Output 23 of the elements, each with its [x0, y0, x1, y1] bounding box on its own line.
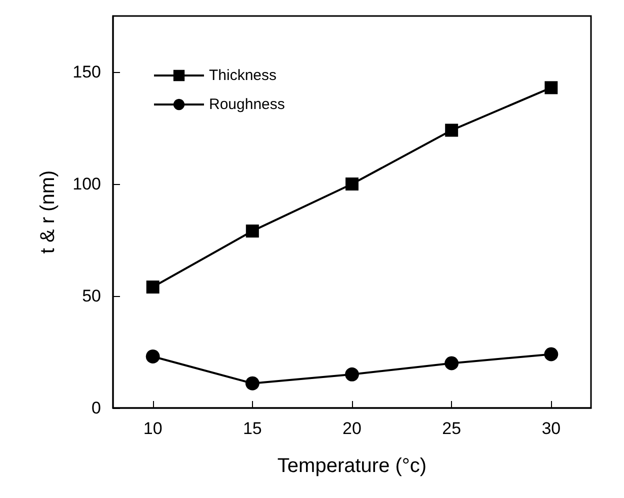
- y-axis-title: t & r (nm): [37, 170, 59, 254]
- point: [146, 280, 160, 294]
- legend-label: Thickness: [209, 67, 277, 84]
- point: [146, 349, 160, 364]
- point: [246, 224, 259, 238]
- point: [346, 178, 358, 190]
- point: [445, 124, 458, 137]
- x-tick-label: 15: [242, 419, 262, 438]
- y-tick-label: 100: [72, 174, 101, 194]
- x-tick-label: 30: [542, 419, 561, 438]
- point: [544, 347, 558, 362]
- point: [444, 356, 459, 370]
- point: [245, 376, 260, 390]
- point: [345, 367, 359, 382]
- x-tick-label: 25: [442, 419, 462, 438]
- point: [544, 81, 558, 94]
- legend-label: Roughness: [209, 96, 285, 113]
- y-tick-label: 0: [92, 398, 101, 418]
- x-axis-title: Temperature (°c): [277, 455, 427, 477]
- y-tick-label: 50: [82, 286, 101, 306]
- x-tick-label: 10: [143, 419, 162, 438]
- y-tick-label: 150: [72, 62, 101, 82]
- x-tick-label: 20: [342, 419, 362, 438]
